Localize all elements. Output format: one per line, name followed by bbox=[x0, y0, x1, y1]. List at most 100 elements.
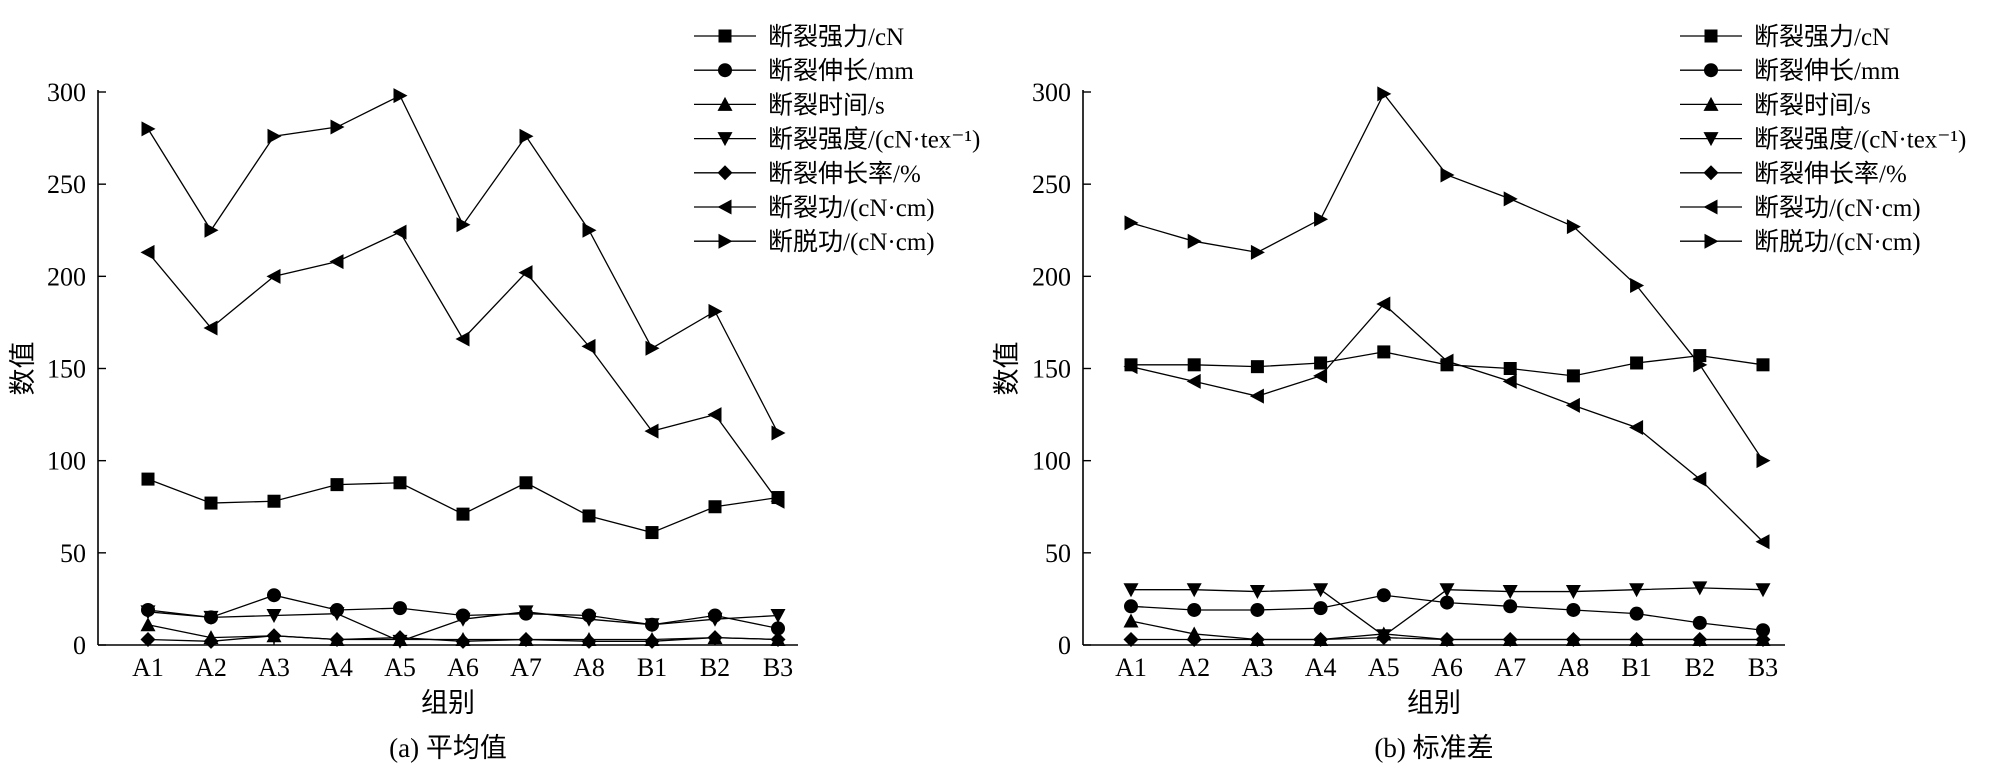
data-point bbox=[519, 476, 533, 490]
data-point bbox=[330, 478, 344, 492]
data-point bbox=[1629, 606, 1644, 621]
series-line bbox=[147, 478, 779, 534]
data-point bbox=[1629, 583, 1645, 598]
data-point bbox=[266, 268, 281, 284]
series-4 bbox=[1123, 581, 1771, 644]
data-point bbox=[582, 509, 596, 523]
data-point bbox=[329, 607, 345, 622]
data-point bbox=[645, 340, 660, 356]
x-tick-label: A1 bbox=[1115, 653, 1147, 682]
data-point bbox=[771, 621, 785, 636]
data-point bbox=[1186, 631, 1202, 647]
data-point bbox=[1755, 631, 1771, 647]
legend-label: 断裂强度/(cN·tex⁻¹) bbox=[1754, 126, 1966, 154]
legend-item: 断裂伸长/mm bbox=[694, 57, 914, 85]
y-tick-label: 150 bbox=[1032, 355, 1071, 384]
data-point bbox=[1124, 215, 1139, 231]
x-tick-label: B2 bbox=[1685, 653, 1715, 682]
y-axis-title: 数值 bbox=[8, 342, 38, 396]
legend-label: 断裂功/(cN·cm) bbox=[1754, 194, 1921, 222]
x-tick-label: A8 bbox=[573, 653, 605, 682]
data-point bbox=[1503, 599, 1518, 614]
data-point bbox=[1249, 585, 1265, 600]
data-point bbox=[708, 500, 722, 514]
data-point bbox=[1629, 631, 1645, 647]
data-point bbox=[582, 222, 597, 238]
data-point bbox=[644, 618, 660, 633]
legend-marker bbox=[1703, 132, 1719, 147]
data-point bbox=[1314, 211, 1329, 227]
data-point bbox=[330, 119, 345, 135]
data-point bbox=[203, 610, 219, 625]
legend-marker bbox=[718, 63, 732, 78]
data-point bbox=[645, 526, 659, 540]
data-point bbox=[1755, 534, 1770, 550]
x-tick-label: A3 bbox=[258, 653, 290, 682]
data-point bbox=[1693, 349, 1707, 363]
x-tick-label: A6 bbox=[1431, 653, 1463, 682]
legend-item: 断裂强度/(cN·tex⁻¹) bbox=[694, 126, 980, 154]
data-point bbox=[1629, 419, 1644, 435]
data-point bbox=[1313, 583, 1329, 598]
data-point bbox=[770, 493, 785, 509]
legend-item: 断裂强度/(cN·tex⁻¹) bbox=[1680, 126, 1966, 154]
data-point bbox=[140, 617, 156, 632]
data-point bbox=[140, 244, 155, 260]
y-tick-label: 300 bbox=[1032, 78, 1071, 107]
series-5 bbox=[140, 628, 786, 649]
data-point bbox=[1756, 358, 1770, 372]
data-point bbox=[644, 423, 659, 439]
series-2 bbox=[1124, 588, 1770, 638]
data-point bbox=[329, 254, 344, 270]
data-point bbox=[141, 121, 156, 137]
data-point bbox=[1187, 602, 1202, 617]
x-tick-label: A7 bbox=[510, 653, 542, 682]
data-point bbox=[393, 601, 407, 616]
series-6 bbox=[1123, 296, 1770, 550]
data-point bbox=[1440, 595, 1454, 610]
data-point bbox=[392, 224, 407, 240]
data-point bbox=[1565, 397, 1580, 413]
legend-item: 断裂时间/s bbox=[1680, 91, 1871, 119]
series-line bbox=[147, 231, 779, 502]
legend-marker bbox=[717, 165, 733, 181]
data-point bbox=[1692, 631, 1708, 647]
legend-marker bbox=[717, 132, 733, 147]
data-point bbox=[267, 128, 282, 144]
data-point bbox=[1502, 373, 1517, 389]
series-line bbox=[1130, 303, 1764, 543]
y-tick-label: 50 bbox=[1045, 539, 1071, 568]
x-tick-label: B1 bbox=[1621, 653, 1651, 682]
series-7 bbox=[141, 88, 786, 441]
legend-marker bbox=[718, 233, 733, 249]
x-tick-label: A4 bbox=[321, 653, 353, 682]
data-point bbox=[455, 331, 470, 347]
data-point bbox=[1692, 615, 1707, 630]
legend-label: 断裂时间/s bbox=[1754, 91, 1871, 119]
data-point bbox=[581, 633, 597, 649]
data-point bbox=[519, 128, 534, 144]
series-line bbox=[1130, 92, 1764, 462]
x-axis-title: 组别 bbox=[421, 688, 475, 718]
data-point bbox=[707, 630, 723, 646]
legend-label: 断脱功/(cN·cm) bbox=[768, 228, 935, 256]
data-point bbox=[1186, 373, 1201, 389]
data-point bbox=[1313, 368, 1328, 384]
legend-label: 断裂伸长率/% bbox=[768, 160, 921, 188]
data-point bbox=[1502, 631, 1518, 647]
data-point bbox=[203, 320, 218, 336]
data-point bbox=[1503, 362, 1517, 375]
data-point bbox=[1250, 602, 1265, 617]
data-point bbox=[1187, 233, 1202, 249]
data-point bbox=[203, 633, 219, 649]
data-point bbox=[1439, 631, 1455, 647]
data-point bbox=[140, 605, 156, 620]
x-tick-label: A4 bbox=[1305, 653, 1337, 682]
data-point bbox=[770, 631, 786, 647]
data-point bbox=[1314, 356, 1328, 370]
data-point bbox=[1692, 471, 1707, 487]
legend-label: 断裂伸长/mm bbox=[768, 57, 914, 85]
legend-item: 断裂伸长/mm bbox=[1680, 57, 1900, 85]
y-tick-label: 300 bbox=[47, 78, 86, 107]
